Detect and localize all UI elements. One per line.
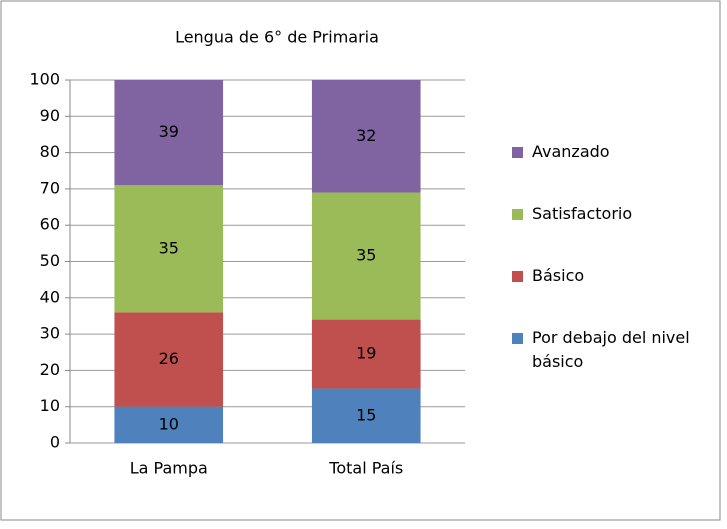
legend-label: Por debajo del nivel básico — [532, 328, 690, 371]
data-label: 10 — [159, 414, 179, 433]
y-tick-label: 60 — [40, 215, 60, 234]
data-label: 26 — [159, 349, 179, 368]
y-tick-label: 10 — [40, 396, 60, 415]
y-tick-label: 90 — [40, 106, 60, 125]
legend-item: Por debajo del nivel básico — [512, 326, 712, 374]
data-label: 39 — [159, 122, 179, 141]
chart-title: Lengua de 6° de Primaria — [175, 28, 379, 47]
legend-swatch — [512, 209, 523, 220]
legend: Avanzado Satisfactorio Básico Por debajo de… — [512, 140, 712, 412]
y-tick-label: 40 — [40, 287, 60, 306]
legend-label: Avanzado — [532, 142, 610, 161]
legend-label: Satisfactorio — [532, 204, 633, 223]
legend-label: Básico — [532, 266, 585, 285]
bar-segment — [311, 80, 421, 193]
legend-swatch — [512, 333, 523, 344]
legend-item: Satisfactorio — [512, 202, 712, 226]
legend-swatch — [512, 271, 523, 282]
legend-item: Básico — [512, 264, 712, 288]
x-tick-label: Total País — [328, 459, 403, 478]
bar-segment — [114, 80, 224, 186]
bar-segment — [114, 185, 224, 313]
y-tick-label: 70 — [40, 178, 60, 197]
bar-segment — [311, 192, 421, 320]
y-tick-label: 80 — [40, 142, 60, 161]
y-tick-label: 100 — [29, 70, 60, 89]
bar-segment — [311, 319, 421, 389]
y-tick-label: 50 — [40, 251, 60, 270]
data-label: 35 — [356, 246, 376, 265]
data-label: 35 — [159, 238, 179, 257]
legend-swatch — [512, 147, 523, 158]
bar-segment — [311, 388, 421, 443]
data-label: 15 — [356, 405, 376, 424]
legend-item: Avanzado — [512, 140, 712, 164]
y-tick-label: 30 — [40, 324, 60, 343]
y-tick-label: 20 — [40, 360, 60, 379]
y-tick-label: 0 — [50, 433, 60, 452]
bar-segment — [114, 406, 224, 443]
data-label: 19 — [356, 344, 376, 363]
data-label: 32 — [356, 126, 376, 145]
bar-segment — [114, 312, 224, 407]
x-tick-label: La Pampa — [130, 459, 208, 478]
